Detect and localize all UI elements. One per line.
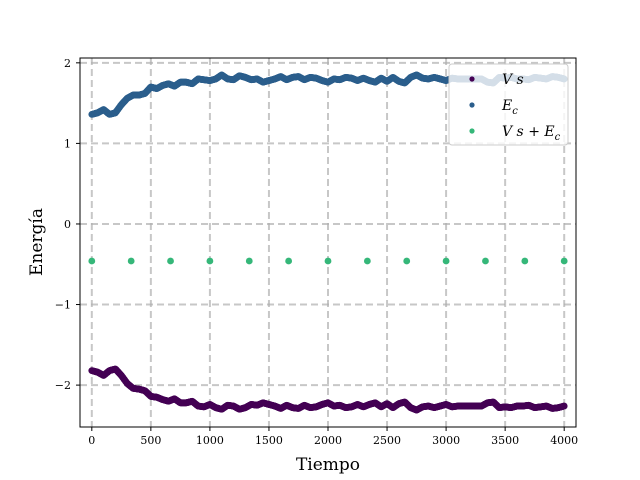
y-tick-label: −1 <box>55 299 71 312</box>
data-point <box>482 257 489 265</box>
data-point <box>403 257 411 265</box>
legend-label-subscript: c <box>512 106 518 117</box>
x-tick-label: 1000 <box>196 434 224 447</box>
data-point <box>127 257 135 265</box>
y-axis-label: Energía <box>27 208 47 276</box>
data-point <box>88 257 96 265</box>
x-tick-label: 4000 <box>550 434 578 447</box>
x-tick-label: 1500 <box>255 434 283 447</box>
x-axis-label: Tiempo <box>296 455 360 475</box>
y-ticks: 2 1 0 −1 −2 <box>55 57 80 392</box>
x-tick-label: 3000 <box>432 434 460 447</box>
data-point <box>363 257 371 265</box>
y-tick-label: 1 <box>64 137 71 150</box>
legend-label: V s + Ec <box>502 124 561 143</box>
data-point <box>245 257 253 265</box>
series-vs-ec <box>88 257 568 265</box>
legend-marker <box>469 102 475 108</box>
series-vs <box>88 365 568 414</box>
y-tick-label: −2 <box>55 379 71 392</box>
data-point <box>324 257 332 265</box>
data-point <box>167 257 174 265</box>
x-ticks: 0 500 1000 1500 2000 2500 3000 3500 4000 <box>88 427 578 447</box>
data-point <box>442 257 450 265</box>
x-tick-label: 0 <box>88 434 95 447</box>
data-point <box>560 257 568 265</box>
data-point <box>206 257 214 265</box>
data-point <box>285 257 293 265</box>
legend-marker <box>469 128 475 134</box>
data-point <box>560 402 568 410</box>
x-tick-label: 2500 <box>373 434 401 447</box>
legend-label: V s <box>502 72 524 88</box>
data-point <box>521 257 529 265</box>
x-tick-label: 2000 <box>314 434 342 447</box>
y-tick-label: 0 <box>64 218 71 231</box>
legend-label-subscript: c <box>555 132 561 143</box>
y-tick-label: 2 <box>64 57 71 70</box>
legend-box <box>448 63 569 146</box>
legend-marker <box>469 76 475 82</box>
x-tick-label: 500 <box>140 434 161 447</box>
x-tick-label: 3500 <box>491 434 519 447</box>
